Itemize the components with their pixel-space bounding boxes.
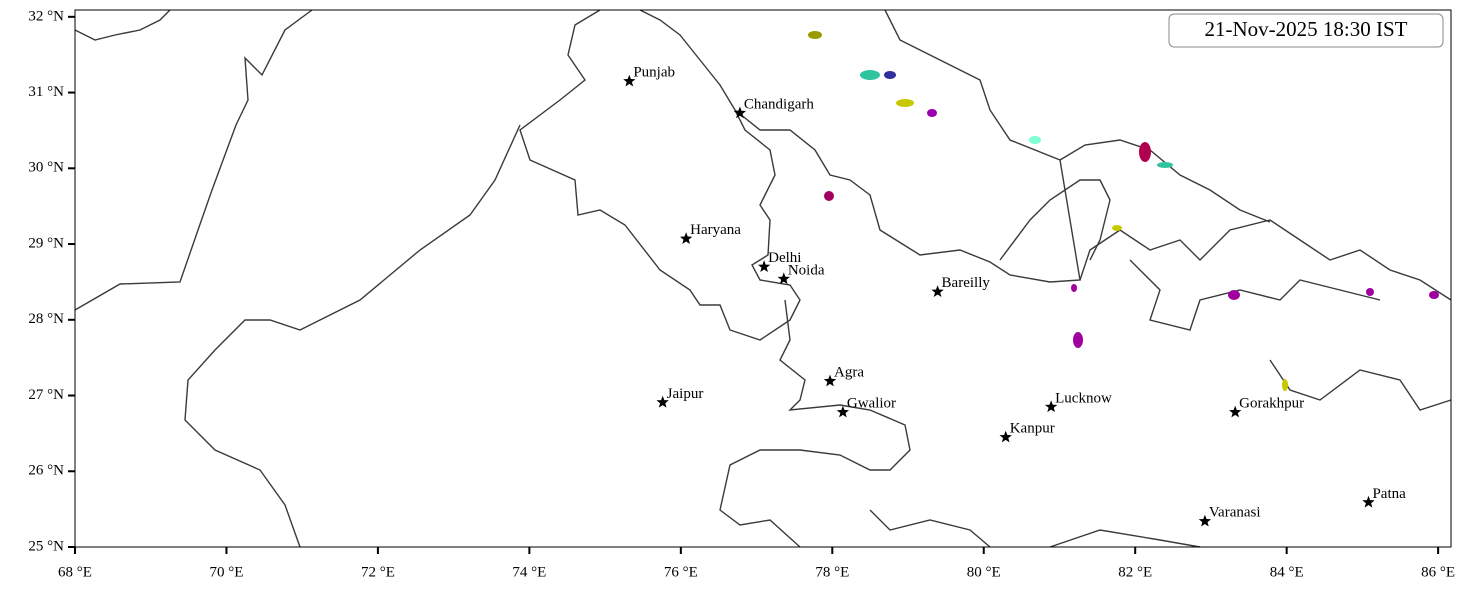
city-marker xyxy=(1362,495,1375,508)
city-label: Gwalior xyxy=(847,396,896,412)
city-label: Noida xyxy=(788,262,825,278)
city-marker xyxy=(823,374,837,387)
x-tick-label: 72 °E xyxy=(361,564,395,580)
city-marker xyxy=(1229,405,1242,418)
city-label: Bareilly xyxy=(942,275,991,291)
y-tick-label: 26 °N xyxy=(28,463,64,479)
timestamp-box xyxy=(1168,13,1444,48)
x-tick-label: 70 °E xyxy=(209,564,243,580)
city-label: Agra xyxy=(834,365,864,381)
city-marker xyxy=(656,395,669,408)
x-tick-label: 84 °E xyxy=(1270,564,1304,580)
city-label: Punjab xyxy=(633,65,675,81)
x-tick-label: 80 °E xyxy=(967,564,1001,580)
y-tick-label: 30 °N xyxy=(28,160,64,176)
boundaries xyxy=(74,9,1452,548)
y-tick-label: 32 °N xyxy=(28,8,64,24)
city-marker xyxy=(836,405,850,418)
city-label: Delhi xyxy=(768,250,801,266)
x-tick-label: 68 °E xyxy=(58,564,92,580)
city-label: Kanpur xyxy=(1010,421,1055,437)
city-marker xyxy=(777,272,790,285)
city-label: Haryana xyxy=(690,222,741,238)
x-tick-label: 74 °E xyxy=(512,564,546,580)
city-label: Lucknow xyxy=(1055,390,1112,406)
y-tick-label: 31 °N xyxy=(28,84,64,100)
city-marker xyxy=(733,106,747,119)
x-tick-label: 76 °E xyxy=(664,564,698,580)
y-tick-label: 25 °N xyxy=(28,538,64,554)
city-label: Jaipur xyxy=(667,386,704,402)
city-marker xyxy=(931,285,944,297)
y-tick-label: 28 °N xyxy=(28,311,64,327)
city-marker xyxy=(999,430,1012,443)
x-tick-label: 82 °E xyxy=(1118,564,1152,580)
city-label: Chandigarh xyxy=(744,96,814,112)
city-marker xyxy=(1045,400,1058,413)
y-tick-label: 27 °N xyxy=(28,387,64,403)
city-label: Patna xyxy=(1372,486,1406,502)
city-marker xyxy=(1198,514,1212,527)
city-label: Varanasi xyxy=(1209,505,1261,521)
timestamp: 21-Nov-2025 18:30 IST xyxy=(1205,17,1408,41)
city-marker xyxy=(623,74,636,87)
precipitation xyxy=(808,31,1439,391)
city-label: Gorakhpur xyxy=(1239,396,1304,412)
city-marker xyxy=(758,260,771,272)
city-marker xyxy=(680,232,693,244)
x-tick-label: 86 °E xyxy=(1421,564,1455,580)
y-tick-label: 29 °N xyxy=(28,235,64,251)
plot-frame xyxy=(74,9,1452,548)
x-tick-label: 78 °E xyxy=(815,564,849,580)
